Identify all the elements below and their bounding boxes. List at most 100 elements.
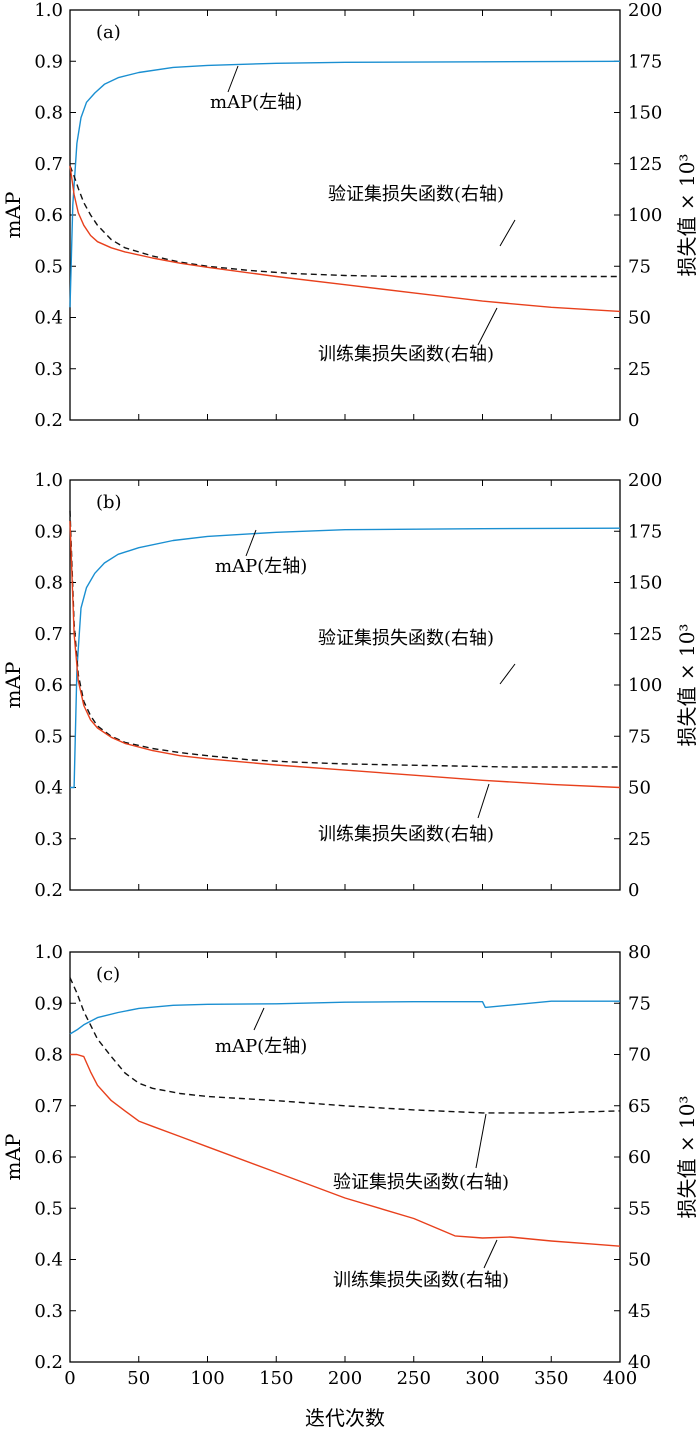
y-left-tick-label: 0.6 bbox=[34, 1147, 63, 1168]
y-right-tick-label: 75 bbox=[628, 726, 651, 747]
y-right-tick-label: 50 bbox=[628, 778, 651, 799]
y-right-axis-title: 损失值 × 10³ bbox=[675, 624, 699, 747]
annotation-leader bbox=[245, 529, 257, 557]
y-left-tick-label: 1.0 bbox=[34, 470, 63, 491]
y-right-tick-label: 25 bbox=[628, 829, 651, 850]
y-left-tick-label: 1.0 bbox=[34, 942, 63, 963]
annotation-label: mAP(左轴) bbox=[215, 1036, 307, 1057]
x-tick-label: 400 bbox=[603, 1368, 637, 1389]
annotation-leader bbox=[477, 307, 498, 346]
y-left-tick-label: 1.0 bbox=[34, 0, 63, 21]
y-left-tick-label: 0.9 bbox=[34, 993, 63, 1014]
y-left-tick-label: 0.2 bbox=[34, 880, 63, 901]
series-line-val-loss bbox=[69, 977, 621, 1114]
annotation-label: mAP(左轴) bbox=[210, 92, 302, 113]
y-left-tick-label: 0.4 bbox=[34, 778, 63, 799]
series-line-val-loss bbox=[69, 165, 620, 278]
x-tick-label: 200 bbox=[328, 1368, 362, 1389]
y-right-tick-label: 40 bbox=[628, 1352, 651, 1373]
y-right-tick-label: 75 bbox=[628, 256, 651, 277]
y-right-axis-title: 损失值 × 10³ bbox=[675, 1096, 699, 1219]
y-right-tick-label: 100 bbox=[628, 675, 662, 696]
y-right-tick-label: 150 bbox=[628, 573, 662, 594]
annotation-leader bbox=[477, 783, 490, 819]
y-left-tick-label: 0.7 bbox=[34, 624, 63, 645]
series-line-train-loss bbox=[69, 165, 621, 313]
panel-label: (c) bbox=[96, 964, 120, 985]
panel-a: 0.2 0.3 0.4 0.5 0.6 0.7 0.8 0.9 1.0 0 25 50 75 100 125… bbox=[1, 0, 699, 431]
series-line-train-loss bbox=[70, 1053, 621, 1247]
panel-label: (a) bbox=[96, 22, 121, 43]
y-right-tick-label: 65 bbox=[628, 1096, 651, 1117]
y-left-tick-label: 0.6 bbox=[34, 205, 63, 226]
annotation-label: 训练集损失函数(右轴) bbox=[318, 344, 494, 365]
annotation-leader bbox=[483, 1239, 498, 1269]
y-right-tick-label: 60 bbox=[628, 1147, 651, 1168]
annotation-leader bbox=[499, 219, 516, 247]
y-right-tick-label: 200 bbox=[628, 470, 662, 491]
y-right-tick-label: 55 bbox=[628, 1198, 651, 1219]
y-left-tick-label: 0.9 bbox=[34, 51, 63, 72]
plot-frame bbox=[69, 951, 621, 1363]
y-left-tick-label: 0.7 bbox=[34, 154, 63, 175]
y-left-tick-label: 0.3 bbox=[34, 359, 63, 380]
annotation-label: 验证集损失函数(右轴) bbox=[318, 628, 494, 649]
y-right-tick-label: 70 bbox=[628, 1045, 651, 1066]
annotation-label: mAP(左轴) bbox=[215, 556, 307, 577]
x-tick-label: 250 bbox=[397, 1368, 431, 1389]
y-right-tick-label: 175 bbox=[628, 51, 662, 72]
y-right-tick-label: 100 bbox=[628, 205, 662, 226]
panel-b: 0.2 0.3 0.4 0.5 0.6 0.7 0.8 0.9 1.0 0 25 50 75 100 125… bbox=[1, 470, 699, 901]
y-left-tick-label: 0.4 bbox=[34, 1250, 63, 1271]
y-right-tick-label: 175 bbox=[628, 521, 662, 542]
annotation-leader bbox=[253, 1007, 265, 1031]
y-right-tick-label: 200 bbox=[628, 0, 662, 21]
y-left-axis-title: mAP bbox=[1, 662, 25, 709]
x-tick-label: 150 bbox=[259, 1368, 293, 1389]
x-tick-label: 300 bbox=[465, 1368, 499, 1389]
annotation-leader bbox=[227, 65, 239, 93]
y-right-tick-label: 0 bbox=[628, 410, 639, 431]
y-left-tick-label: 0.6 bbox=[34, 675, 63, 696]
annotation-label: 训练集损失函数(右轴) bbox=[333, 1270, 509, 1291]
y-left-tick-label: 0.5 bbox=[34, 256, 63, 277]
x-axis-title: 迭代次数 bbox=[305, 1406, 385, 1430]
annotation-label: 验证集损失函数(右轴) bbox=[328, 184, 504, 205]
y-left-tick-label: 0.7 bbox=[34, 1096, 63, 1117]
y-left-tick-label: 0.5 bbox=[34, 1198, 63, 1219]
y-right-tick-label: 150 bbox=[628, 103, 662, 124]
y-left-tick-label: 0.2 bbox=[34, 410, 63, 431]
series-line-map bbox=[69, 1000, 620, 1035]
series-line-map bbox=[69, 60, 621, 308]
y-left-axis-title: mAP bbox=[1, 1134, 25, 1181]
y-left-tick-label: 0.3 bbox=[34, 1301, 63, 1322]
panel-c: 0 50 100 150 200 250 300 350 400 0.2 0.3 0.4 0.5 0.6 0… bbox=[1, 942, 699, 1389]
y-right-tick-label: 25 bbox=[628, 359, 651, 380]
y-left-tick-label: 0.8 bbox=[34, 573, 63, 594]
y-right-tick-label: 80 bbox=[628, 942, 651, 963]
y-left-axis-title: mAP bbox=[1, 192, 25, 239]
y-left-tick-label: 0.2 bbox=[34, 1352, 63, 1373]
annotation-label: 训练集损失函数(右轴) bbox=[318, 824, 494, 845]
y-right-axis-title: 损失值 × 10³ bbox=[675, 154, 699, 277]
x-tick-label: 0 bbox=[64, 1368, 75, 1389]
y-left-tick-label: 0.9 bbox=[34, 521, 63, 542]
series-line-map bbox=[70, 527, 621, 789]
y-left-tick-label: 0.5 bbox=[34, 726, 63, 747]
y-right-tick-label: 50 bbox=[628, 1250, 651, 1271]
annotation-label: 验证集损失函数(右轴) bbox=[333, 1172, 509, 1193]
y-left-tick-label: 0.8 bbox=[34, 1045, 63, 1066]
y-right-tick-label: 75 bbox=[628, 993, 651, 1014]
x-tick-label: 50 bbox=[127, 1368, 150, 1389]
series-line-train-loss bbox=[69, 520, 621, 789]
x-tick-label: 350 bbox=[534, 1368, 568, 1389]
x-tick-label: 100 bbox=[190, 1368, 224, 1389]
y-left-tick-label: 0.3 bbox=[34, 829, 63, 850]
annotation-leader bbox=[475, 1113, 487, 1169]
y-left-tick-label: 0.8 bbox=[34, 103, 63, 124]
panel-label: (b) bbox=[96, 492, 122, 513]
series-line-val-loss bbox=[69, 510, 620, 768]
y-left-tick-label: 0.4 bbox=[34, 308, 63, 329]
annotation-leader bbox=[499, 663, 516, 685]
